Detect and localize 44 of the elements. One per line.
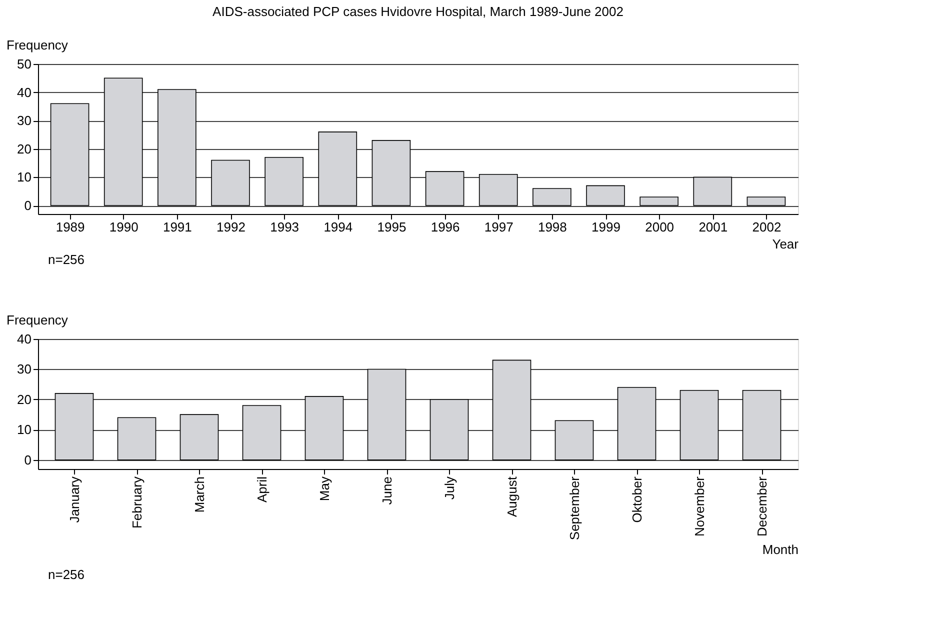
x-tick-label: Oktober bbox=[629, 476, 644, 523]
x-tick-label: 1997 bbox=[484, 220, 514, 234]
x-tick-label: September bbox=[566, 476, 582, 540]
y-tick-label: 50 bbox=[17, 56, 32, 72]
y-tick-label: 20 bbox=[17, 141, 32, 156]
x-tick-label: 2000 bbox=[645, 220, 674, 234]
x-tick-label: January bbox=[66, 476, 82, 523]
x-tick-label: November bbox=[692, 476, 707, 536]
x-tick-label: 1991 bbox=[162, 220, 192, 234]
x-tick-label: August bbox=[504, 476, 520, 517]
y-tick-label: 10 bbox=[17, 170, 32, 185]
x-tick-label: 1994 bbox=[324, 220, 353, 234]
x-tick-label: 1990 bbox=[109, 220, 138, 234]
y-axis-title: Frequency bbox=[6, 312, 68, 328]
x-tick-label: 1996 bbox=[430, 220, 460, 234]
y-tick-label: 40 bbox=[17, 84, 32, 100]
x-axis-title: Year bbox=[772, 236, 800, 252]
x-tick-label: 1993 bbox=[270, 220, 300, 234]
x-axis-title: Month bbox=[762, 542, 798, 558]
y-tick-label: 30 bbox=[17, 362, 32, 377]
x-tick-label: 1989 bbox=[56, 220, 85, 234]
x-tick-label: 1995 bbox=[377, 220, 406, 234]
x-tick-label: 2001 bbox=[698, 220, 728, 234]
y-tick-label: 30 bbox=[17, 113, 32, 128]
x-tick-label: May bbox=[316, 476, 332, 502]
x-tick-label: December bbox=[754, 476, 770, 536]
x-tick-label: 1999 bbox=[592, 220, 620, 234]
y-tick-label: 40 bbox=[17, 332, 32, 346]
x-tick-label: February bbox=[129, 476, 144, 529]
x-tick-label: 2002 bbox=[752, 220, 782, 234]
y-axis-title: Frequency bbox=[6, 38, 68, 52]
x-tick-label: July bbox=[442, 476, 457, 500]
text: n=256 bbox=[48, 567, 85, 582]
x-tick-label: June bbox=[379, 476, 394, 505]
text: n=256 bbox=[48, 252, 85, 267]
x-tick-label: April bbox=[254, 476, 270, 503]
y-tick-label: 20 bbox=[17, 392, 32, 407]
x-tick-label: 1992 bbox=[216, 220, 246, 234]
y-tick-label: 0 bbox=[24, 452, 32, 468]
x-tick-label: 1998 bbox=[538, 220, 567, 234]
y-tick-label: 10 bbox=[17, 422, 32, 438]
x-tick-label: March bbox=[192, 476, 207, 513]
y-tick-label: 0 bbox=[24, 198, 32, 214]
chart-title: AIDS-associated PCP cases Hvidovre Hospital, March 1989-June 2002 bbox=[212, 4, 624, 19]
